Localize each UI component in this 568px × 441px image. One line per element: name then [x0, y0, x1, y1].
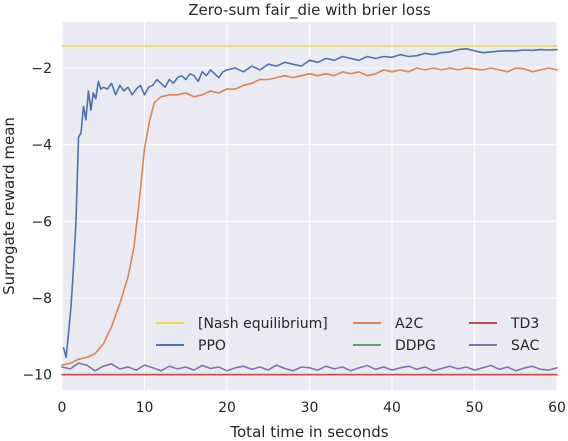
- legend-label-ddpg: DDPG: [395, 338, 436, 354]
- y-tick-label: −4: [31, 138, 52, 154]
- y-tick-labels: −10 −8 −6 −4 −2: [22, 61, 52, 384]
- series-line-sac: [61, 362, 558, 372]
- series-layer: [61, 45, 558, 376]
- legend-label-ppo: PPO: [198, 338, 226, 354]
- series-line-a2c: [61, 67, 558, 366]
- series-line-ppo: [62, 48, 558, 359]
- x-tick-label: 60: [548, 400, 566, 416]
- x-tick-label: 0: [58, 400, 67, 416]
- legend-label-a2c: A2C: [395, 316, 423, 332]
- y-tick-label: −10: [22, 368, 52, 384]
- x-tick-label: 20: [218, 400, 236, 416]
- x-tick-label: 10: [136, 400, 154, 416]
- x-tick-label: 30: [301, 400, 319, 416]
- chart-title: Zero-sum fair_die with brier loss: [188, 1, 431, 20]
- x-axis-label: Total time in seconds: [229, 423, 388, 441]
- y-axis-label: Surrogate reward mean: [0, 117, 18, 295]
- legend-label-td3: TD3: [510, 316, 539, 332]
- y-tick-label: −2: [31, 61, 52, 77]
- y-tick-label: −8: [31, 291, 52, 307]
- x-tick-labels: 0 10 20 30 40 50 60: [58, 400, 566, 416]
- legend-label-nash-equilibrium: [Nash equilibrium]: [198, 316, 328, 332]
- legend-label-sac: SAC: [511, 338, 539, 354]
- x-tick-label: 40: [383, 400, 401, 416]
- legend: [Nash equilibrium] PPO A2C DDPG TD3 SAC: [156, 316, 539, 354]
- x-tick-label: 50: [466, 400, 484, 416]
- y-tick-label: −6: [31, 214, 52, 230]
